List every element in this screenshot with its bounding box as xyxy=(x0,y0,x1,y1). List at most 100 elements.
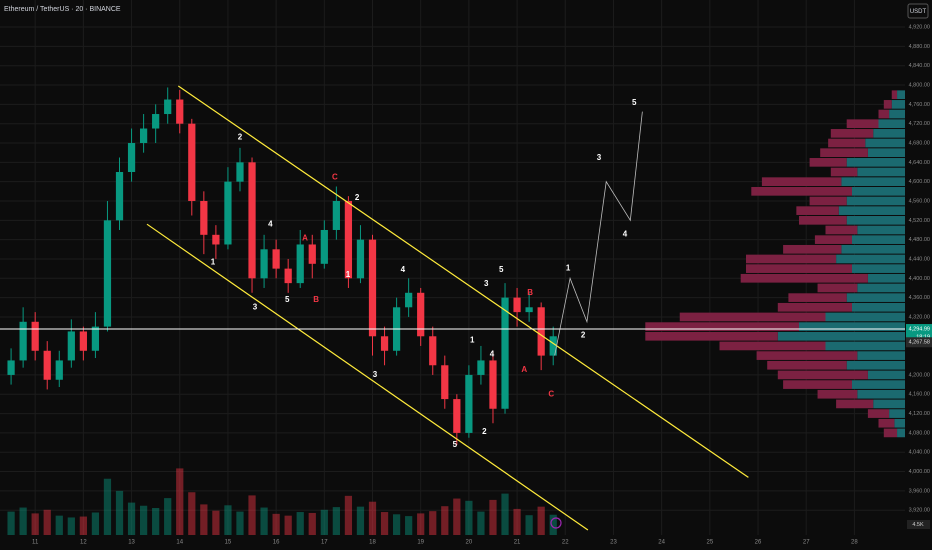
candle-body xyxy=(525,307,533,313)
wave-label: C xyxy=(332,172,338,181)
volume-bar xyxy=(55,515,63,535)
volume-bar xyxy=(115,490,124,535)
projection-line xyxy=(554,111,643,356)
candle-body xyxy=(115,172,124,221)
x-tick-label: 11 xyxy=(32,540,39,546)
y-tick-label: 4,040.00 xyxy=(909,450,930,456)
candle-body xyxy=(212,234,220,245)
candle-body xyxy=(176,99,184,124)
profile-down-bar xyxy=(719,341,826,351)
wave-label: 3 xyxy=(597,153,602,162)
x-tick-label: 21 xyxy=(514,540,521,546)
wave-label: 1 xyxy=(470,335,475,344)
candle-body xyxy=(477,360,485,375)
volume-bar xyxy=(152,508,160,535)
candle-body xyxy=(67,331,75,361)
profile-up-bar xyxy=(894,418,905,428)
profile-down-bar xyxy=(817,283,858,293)
profile-down-bar xyxy=(740,273,868,283)
wave-label: 3 xyxy=(373,370,378,379)
profile-up-bar xyxy=(841,244,905,254)
profile-down-bar xyxy=(830,129,874,138)
x-tick-label: 13 xyxy=(128,540,135,546)
candle-body xyxy=(91,326,100,351)
wave-label: 1 xyxy=(566,263,571,272)
profile-down-bar xyxy=(799,215,847,225)
profile-down-bar xyxy=(796,206,839,215)
x-tick-label: 18 xyxy=(369,540,376,546)
y-tick-label: 4,800.00 xyxy=(909,82,930,88)
profile-down-bar xyxy=(820,148,868,158)
candle-body xyxy=(284,268,292,284)
profile-up-bar xyxy=(857,225,905,235)
profile-down-bar xyxy=(783,380,852,389)
profile-down-bar xyxy=(783,244,842,254)
y-tick-label: 4,320.00 xyxy=(909,314,930,320)
x-tick-label: 27 xyxy=(803,540,810,546)
candle-body xyxy=(537,307,545,356)
profile-up-bar xyxy=(857,167,905,177)
candle-body xyxy=(501,297,509,409)
y-tick-label: 4,480.00 xyxy=(909,237,930,243)
volume-bar xyxy=(549,514,557,535)
candle-body xyxy=(127,143,136,173)
candle-body xyxy=(441,365,449,400)
candle-body xyxy=(224,181,232,245)
profile-up-bar xyxy=(838,206,905,215)
volume-bar xyxy=(308,512,316,535)
x-tick-label: 14 xyxy=(176,540,183,546)
profile-up-bar xyxy=(889,409,905,418)
profile-up-bar xyxy=(867,370,905,380)
volume-label: 4.5K xyxy=(912,522,924,528)
wave-label: 5 xyxy=(285,295,290,304)
volume-bar xyxy=(332,507,340,535)
trend-line xyxy=(177,85,749,478)
profile-up-bar xyxy=(799,322,905,331)
price-tag: 4,294.99 xyxy=(909,326,930,332)
candles xyxy=(7,87,557,445)
profile-down-bar xyxy=(767,360,847,370)
volume-bar xyxy=(417,513,425,535)
volume-bar xyxy=(260,507,268,535)
wave-label: 3 xyxy=(253,302,258,311)
volume-profile xyxy=(645,90,905,438)
profile-down-bar xyxy=(817,389,858,399)
profile-down-bar xyxy=(777,302,852,312)
profile-down-bar xyxy=(645,331,778,341)
candle-body xyxy=(549,336,557,356)
currency-box[interactable] xyxy=(907,3,929,19)
profile-down-bar xyxy=(814,235,852,244)
currency[interactable]: USDT xyxy=(910,9,927,15)
candle-body xyxy=(31,321,39,351)
y-tick-label: 4,600.00 xyxy=(909,179,930,185)
profile-down-bar xyxy=(891,90,898,100)
y-tick-label: 3,960.00 xyxy=(909,488,930,494)
profile-down-bar xyxy=(746,264,852,273)
candle-body xyxy=(465,374,473,433)
profile-down-bar xyxy=(777,370,868,380)
wave-label: 5 xyxy=(632,98,637,107)
volume-bar xyxy=(296,512,304,535)
profile-up-bar xyxy=(852,380,905,389)
candle-body xyxy=(356,239,365,279)
wave-label: 1 xyxy=(211,257,216,266)
profile-up-bar xyxy=(897,90,905,100)
wave-label: 1 xyxy=(346,270,351,279)
wave-label: 2 xyxy=(581,330,586,339)
volume-bar xyxy=(127,502,136,535)
candle-body xyxy=(453,399,461,433)
volume-bar xyxy=(236,511,244,535)
candle-body xyxy=(368,239,377,337)
x-tick-label: 17 xyxy=(321,540,328,546)
wave-label: 4 xyxy=(401,265,406,274)
volume-bar xyxy=(501,493,509,535)
chart-title: Ethereum / TetherUS · 20 · BINANCE xyxy=(4,6,121,13)
profile-up-bar xyxy=(873,129,905,138)
volume-bar xyxy=(465,500,473,535)
profile-down-bar xyxy=(836,399,874,409)
volume-bar xyxy=(188,492,196,535)
profile-down-bar xyxy=(809,158,847,167)
event-icon[interactable] xyxy=(550,517,562,529)
